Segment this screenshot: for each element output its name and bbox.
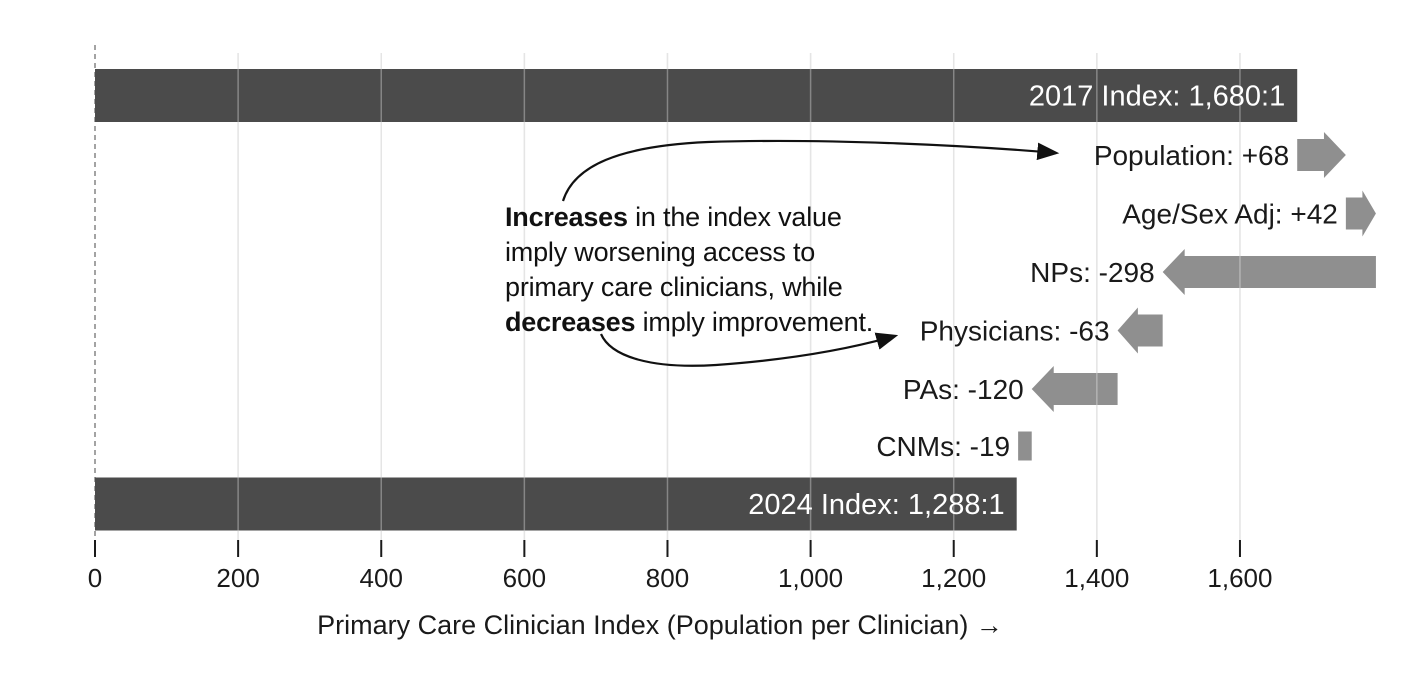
- note-decreases-bold: decreases: [505, 307, 636, 337]
- row-label-pas: PAs: -120: [903, 374, 1024, 405]
- bar-2017-index: [95, 69, 1298, 122]
- row-label-physicians: Physicians: -63: [920, 316, 1110, 347]
- bar-cnms: [1018, 431, 1032, 461]
- tick-label-1000: 1,000: [778, 563, 843, 593]
- arrow-population: [1297, 132, 1346, 178]
- x-axis-label: Primary Care Clinician Index (Population…: [317, 610, 1003, 640]
- note-line-3: primary care clinicians, while: [505, 272, 843, 302]
- tick-label-1400: 1,400: [1064, 563, 1129, 593]
- annotation-arrow-to-population: [561, 139, 1060, 202]
- note-line-1: Increases in the index value: [505, 202, 842, 232]
- arrow-age-sex-adj: [1345, 190, 1376, 237]
- row-label-population: Population: +68: [1094, 140, 1289, 171]
- note-increases-bold: Increases: [505, 202, 628, 232]
- tick-label-400: 400: [360, 563, 403, 593]
- row-label-cnms: CNMs: -19: [876, 431, 1010, 462]
- tick-label-0: 0: [88, 563, 102, 593]
- arrow-physicians: [1117, 307, 1163, 354]
- bar-label-2024-index: 2024 Index: 1,288:1: [748, 489, 1004, 521]
- arrow-pas: [1031, 366, 1118, 412]
- row-label-age-sex-adj: Age/Sex Adj: +42: [1122, 199, 1338, 230]
- note-line-4: decreases imply improvement.: [505, 307, 874, 337]
- note-line-2: imply worsening access to: [505, 237, 816, 267]
- arrow-nps: [1162, 249, 1376, 295]
- bar-label-2017-index: 2017 Index: 1,680:1: [1029, 81, 1285, 113]
- tick-label-600: 600: [503, 563, 546, 593]
- tick-label-1600: 1,600: [1207, 563, 1272, 593]
- bar-2024-index: [95, 477, 1017, 531]
- row-label-nps: NPs: -298: [1030, 257, 1155, 288]
- index-direction-note: Increases in the index value imply worse…: [505, 200, 905, 340]
- tick-label-800: 800: [646, 563, 689, 593]
- tick-label-1200: 1,200: [921, 563, 986, 593]
- annotation-arrow-to-physicians: [599, 332, 899, 367]
- tick-label-200: 200: [216, 563, 259, 593]
